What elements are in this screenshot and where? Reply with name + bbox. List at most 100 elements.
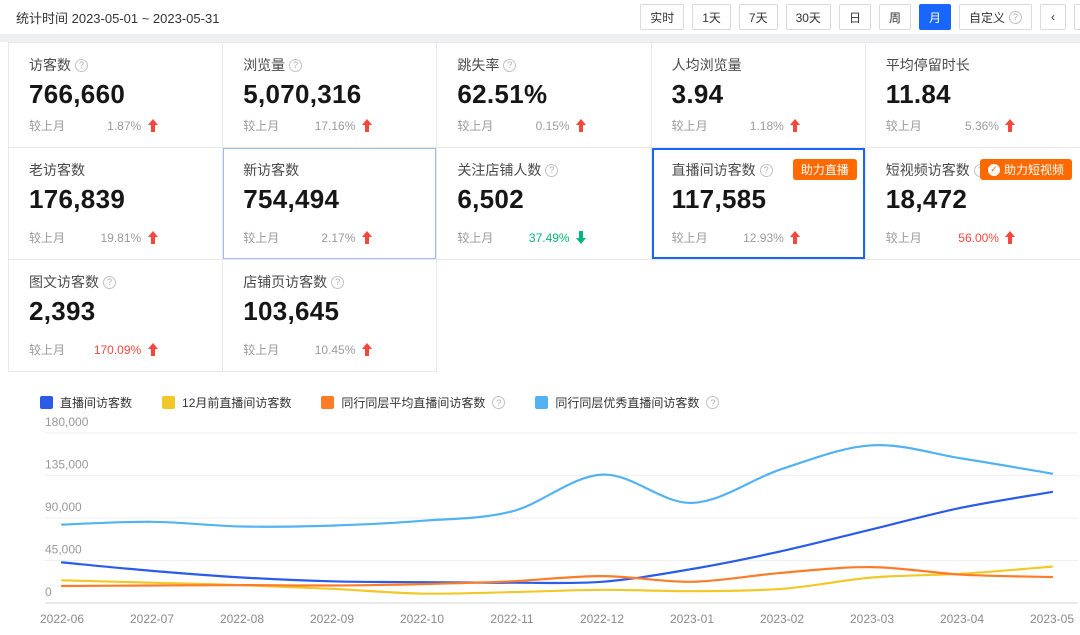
stat-card[interactable]: 人均浏览量 3.94 较上月 1.18% [651,43,866,148]
stat-card-value: 62.51% [457,79,548,109]
help-icon[interactable]: ? [75,58,88,72]
legend-label: 同行同层平均直播间访客数 [341,396,486,410]
stat-card-title: 图文访客数? [29,273,208,291]
trend-up-icon [361,231,372,244]
compare-row: 较上月 10.45% [243,341,422,358]
compare-row: 较上月 56.00% [886,229,1066,246]
help-icon[interactable]: ? [331,275,345,289]
help-icon[interactable]: ? [706,396,720,409]
stat-card-title-text: 老访客数 [29,162,85,178]
trend-up-icon [147,231,158,244]
stat-card-value: 18,472 [885,184,968,214]
trend-up-icon [147,119,158,132]
trend-up-icon [790,119,801,132]
stat-card[interactable]: 浏览量? 5,070,316 较上月 17.16% [223,43,438,148]
stat-card-title: 老访客数 [29,161,208,179]
boost-badge-label: 助力短视频 [1003,163,1064,177]
legend-label: 12月前直播间访客数 [182,396,292,410]
compare-percent: 12.93% [743,230,784,245]
custom-range-button[interactable]: 自定义? [958,4,1032,30]
stat-card[interactable]: 平均停留时长 11.84 较上月 5.36% [865,43,1080,148]
stat-card-title-text: 访客数 [29,57,71,73]
compare-row: 较上月 12.93% [672,229,851,246]
compare-percent: 56.00% [958,230,999,245]
compare-row: 较上月 170.09% [29,341,208,358]
stat-card[interactable]: 跳失率? 62.51% 较上月 0.15% [437,43,652,148]
compare-percent: 17.16% [314,118,356,133]
stat-card[interactable]: 店铺页访客数? 103,645 较上月 10.45% [223,260,438,372]
x-tick-label: 2022-08 [220,612,264,626]
legend-swatch [535,396,549,409]
trend-up-icon [1005,231,1016,244]
legend-item-1[interactable]: 12月前直播间访客数 [162,394,291,411]
series-line-3 [60,444,1054,528]
stat-card-title: 直播间访客数? [672,161,851,179]
stat-card-value: 766,660 [29,79,126,109]
x-tick-label: 2023-03 [850,612,894,626]
stat-card[interactable]: 图文访客数? 2,393 较上月 170.09% [9,260,224,372]
prev-arrow-button[interactable]: ‹ [1040,4,1066,30]
compare-row: 较上月 0.15% [457,117,636,134]
series-line-0 [60,490,1054,585]
legend-swatch [321,396,335,409]
stat-card-title-text: 新访客数 [243,162,300,178]
stat-card[interactable]: 老访客数 176,839 较上月 19.81% [9,148,224,260]
boost-badge[interactable]: ✓ 助力短视频 [979,159,1072,180]
x-tick-label: 2022-10 [400,612,444,626]
empty-cell [651,260,866,372]
compare-label: 较上月 [243,231,280,245]
stat-card[interactable]: 访客数? 766,660 较上月 1.87% [9,43,224,148]
range-button-3[interactable]: 30天 [785,4,831,30]
legend-item-3[interactable]: 同行同层优秀直播间访客数? [535,394,720,411]
stat-card-title-text: 短视频访客数 [885,162,970,178]
empty-cell [865,260,1080,372]
stat-card[interactable]: 关注店铺人数? 6,502 较上月 37.49% [437,148,652,260]
help-icon[interactable]: ? [289,58,303,72]
trend-up-icon [147,343,158,356]
range-button-1[interactable]: 1天 [692,4,731,30]
compare-percent: 1.87% [107,118,142,133]
legend-item-2[interactable]: 同行同层平均直播间访客数? [321,394,506,411]
stat-card[interactable]: 直播间访客数? 助力直播 117,585 较上月 12.93% [651,148,866,260]
legend-item-0[interactable]: 直播间访客数 [40,394,132,411]
trend-up-icon [361,119,372,132]
granularity-button-0[interactable]: 日 [838,4,871,30]
x-tick-label: 2023-01 [670,612,714,626]
compare-row: 较上月 37.49% [457,229,636,246]
compare-label: 较上月 [29,231,66,245]
range-button-2[interactable]: 7天 [738,4,778,30]
x-tick-label: 2022-06 [40,612,84,626]
help-icon[interactable]: ? [759,163,773,177]
x-tick-label: 2022-11 [490,612,533,626]
stat-card-title-text: 关注店铺人数 [457,162,542,178]
compare-percent: 37.49% [528,230,570,245]
stat-card-title-text: 跳失率 [457,57,500,73]
stat-card[interactable]: 新访客数 754,494 较上月 2.17% [223,148,438,260]
compare-percent-group: 56.00% [958,231,1016,245]
compare-percent-group: 19.81% [100,231,158,245]
boost-badge[interactable]: 助力直播 [792,159,857,180]
help-icon: ? [1009,10,1022,24]
stat-card-title-text: 店铺页访客数 [243,274,328,290]
help-icon[interactable]: ? [492,396,506,409]
compare-percent: 19.81% [100,230,142,245]
granularity-button-1[interactable]: 周 [878,4,911,30]
next-arrow-button[interactable]: › [1074,4,1080,30]
compare-percent-group: 10.45% [315,343,373,357]
help-icon[interactable]: ? [103,275,116,289]
granularity-button-2[interactable]: 月 [918,4,951,30]
shield-check-icon: ✓ [987,163,1000,176]
compare-row: 较上月 1.18% [672,117,851,134]
range-button-0[interactable]: 实时 [640,4,685,30]
stat-card-value: 117,585 [671,184,767,214]
stat-card-title-text: 平均停留时长 [885,57,970,73]
trend-up-icon [576,119,587,132]
help-icon[interactable]: ? [503,58,517,72]
help-icon[interactable]: ? [545,163,559,177]
compare-label: 较上月 [243,119,280,133]
chart-legend: 直播间访客数 12月前直播间访客数 同行同层平均直播间访客数? 同行同层优秀直播间访客… [40,394,1080,411]
empty-cell [437,260,652,372]
compare-row: 较上月 19.81% [29,229,208,246]
